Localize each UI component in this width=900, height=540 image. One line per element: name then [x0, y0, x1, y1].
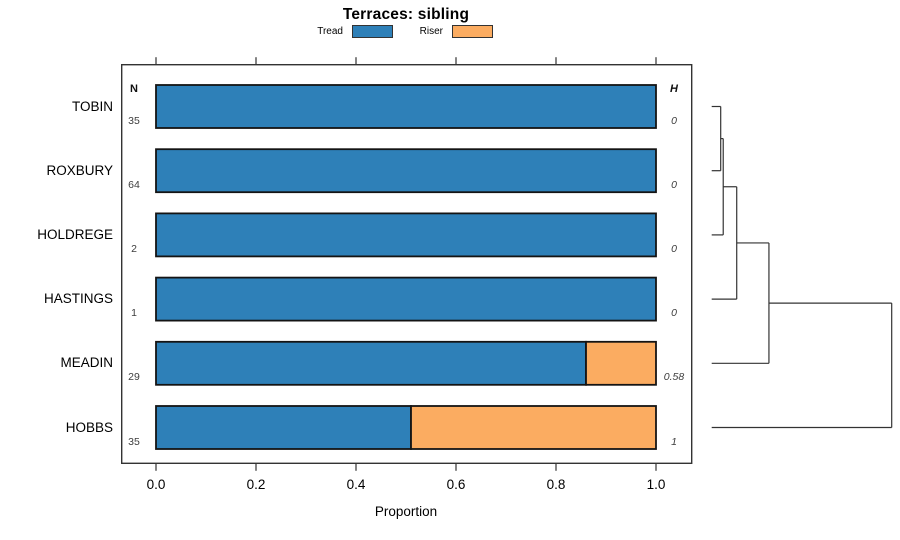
h-value: 1 — [671, 435, 677, 448]
bar-segment-tread — [155, 148, 657, 194]
n-value: 35 — [128, 114, 140, 127]
legend-swatch-tread — [352, 25, 393, 38]
row-label-roxbury: ROXBURY — [46, 162, 113, 178]
x-tick-label: 1.0 — [646, 477, 666, 492]
legend-swatch-riser — [452, 25, 493, 38]
bar-segment-tread — [155, 405, 412, 450]
bar-segment-riser — [585, 340, 657, 386]
x-tick-label: 0.2 — [246, 477, 266, 492]
row-label-holdrege: HOLDREGE — [37, 226, 113, 242]
n-value: 1 — [131, 307, 137, 320]
chart-title: Terraces: sibling — [342, 6, 470, 23]
bar-segment-tread — [155, 84, 657, 129]
n-value: 2 — [131, 242, 137, 255]
plot-box — [120, 63, 693, 465]
n-value: 35 — [128, 435, 140, 448]
x-tick-label: 0.6 — [446, 477, 466, 492]
row-label-meadin: MEADIN — [60, 355, 113, 371]
h-value: 0.58 — [663, 371, 685, 384]
legend-label-riser: Riser — [419, 26, 443, 37]
n-value: 29 — [128, 371, 140, 384]
x-tick-label: 0.4 — [346, 477, 366, 492]
bar-segment-tread — [155, 276, 657, 322]
h-column-header: H — [670, 83, 678, 95]
legend: Tread Riser — [0, 0, 900, 44]
row-label-hastings: HASTINGS — [43, 291, 113, 307]
n-value: 64 — [128, 178, 140, 191]
bar-segment-tread — [155, 212, 657, 258]
h-value: 0 — [671, 242, 677, 255]
h-value: 0 — [671, 307, 677, 320]
legend-label-tread: Tread — [317, 26, 343, 37]
h-value: 0 — [671, 114, 677, 127]
x-axis-label: Proportion — [374, 504, 438, 519]
row-label-tobin: TOBIN — [71, 98, 113, 114]
n-column-header: N — [130, 83, 138, 95]
x-tick-label: 0.8 — [546, 477, 566, 492]
h-value: 0 — [671, 178, 677, 191]
bar-segment-riser — [410, 405, 657, 450]
row-label-hobbs: HOBBS — [65, 419, 113, 435]
bar-segment-tread — [155, 340, 587, 386]
x-tick-label: 0.0 — [146, 477, 166, 492]
